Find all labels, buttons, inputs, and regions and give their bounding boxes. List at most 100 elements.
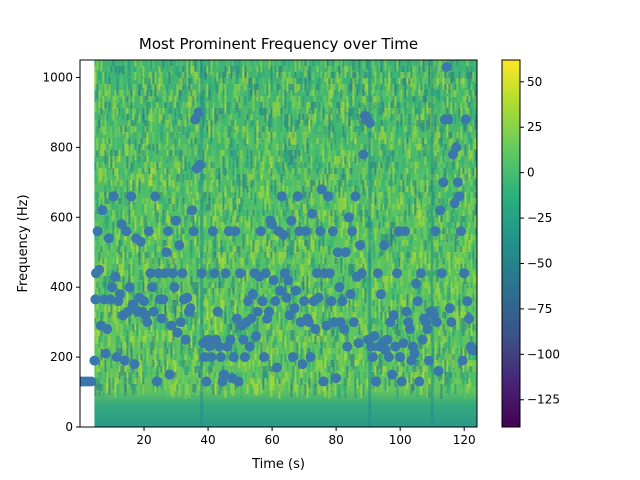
- y-axis-label: Frequency (Hz): [16, 194, 31, 292]
- data-point: [355, 240, 366, 251]
- data-point: [225, 334, 236, 345]
- data-point: [323, 191, 334, 202]
- data-point: [263, 306, 274, 317]
- data-point: [255, 226, 266, 237]
- data-point: [422, 324, 433, 335]
- data-point: [182, 292, 193, 303]
- data-point: [206, 352, 217, 363]
- data-point: [340, 247, 351, 258]
- data-point: [316, 184, 327, 195]
- data-point: [334, 282, 345, 293]
- data-point: [212, 306, 223, 317]
- data-point: [148, 306, 159, 317]
- data-point: [299, 296, 310, 307]
- data-point: [127, 299, 138, 310]
- data-point: [209, 268, 220, 279]
- data-point: [175, 317, 186, 328]
- data-point: [451, 142, 462, 153]
- data-point: [142, 317, 153, 328]
- data-point: [412, 296, 423, 307]
- data-point: [158, 294, 169, 305]
- data-point: [147, 282, 158, 293]
- data-point: [353, 338, 364, 349]
- data-point: [243, 296, 254, 307]
- data-point: [161, 247, 172, 258]
- colorbar-tick-label: −100: [527, 347, 560, 361]
- data-point: [235, 268, 246, 279]
- frequency-markers: [80, 61, 477, 387]
- data-point: [257, 296, 268, 307]
- data-point: [129, 359, 140, 370]
- data-point: [195, 159, 206, 170]
- data-point: [371, 376, 382, 387]
- data-point: [100, 348, 111, 359]
- data-point: [324, 268, 335, 279]
- data-point: [156, 313, 167, 324]
- data-point: [166, 320, 177, 331]
- data-point: [372, 268, 383, 279]
- data-point: [343, 212, 354, 223]
- y-tick-label: 400: [50, 280, 73, 294]
- plot-frame: [79, 59, 478, 428]
- data-point: [196, 268, 207, 279]
- x-tick-label: 60: [264, 433, 279, 447]
- chart-title: Most Prominent Frequency over Time: [139, 35, 418, 53]
- data-point: [231, 313, 242, 324]
- data-point: [281, 292, 292, 303]
- data-point: [411, 278, 422, 289]
- data-point: [201, 376, 212, 387]
- data-point: [417, 334, 428, 345]
- data-point: [207, 226, 218, 237]
- x-tick-label: 20: [136, 433, 151, 447]
- data-point: [159, 268, 170, 279]
- data-point: [187, 205, 198, 216]
- data-point: [292, 191, 303, 202]
- data-point: [364, 117, 375, 128]
- data-point: [313, 292, 324, 303]
- x-tick-label: 100: [389, 433, 412, 447]
- data-point: [414, 376, 425, 387]
- data-point: [121, 226, 132, 237]
- data-point: [215, 352, 226, 363]
- data-point: [86, 376, 97, 387]
- data-point: [303, 317, 314, 328]
- data-point: [300, 226, 311, 237]
- data-point: [270, 296, 281, 307]
- data-point: [291, 285, 302, 296]
- data-point: [238, 334, 249, 345]
- data-point: [180, 334, 191, 345]
- data-point: [311, 268, 322, 279]
- data-point: [459, 268, 470, 279]
- colorbar-tick-label: −50: [527, 256, 552, 270]
- data-point: [239, 352, 250, 363]
- data-point: [332, 247, 343, 258]
- data-point: [435, 205, 446, 216]
- data-point: [188, 226, 199, 237]
- data-point: [307, 208, 318, 219]
- data-point: [409, 348, 420, 359]
- data-point: [276, 191, 287, 202]
- colorbar-tick-label: 25: [527, 120, 542, 134]
- data-point: [399, 226, 410, 237]
- data-point: [108, 191, 119, 202]
- data-point: [139, 296, 150, 307]
- data-point: [443, 114, 454, 125]
- data-point: [275, 285, 286, 296]
- data-point: [369, 331, 380, 342]
- data-point: [145, 268, 156, 279]
- colorbar-tick-label: −25: [527, 211, 552, 225]
- data-point: [396, 376, 407, 387]
- data-point: [177, 268, 188, 279]
- data-point: [398, 338, 409, 349]
- data-point: [452, 177, 463, 188]
- x-axis-ticks: 20 40 60 80 100 120: [136, 427, 476, 447]
- data-point: [383, 352, 394, 363]
- data-point: [470, 345, 477, 356]
- data-point: [438, 177, 449, 188]
- data-point: [455, 226, 466, 237]
- data-point: [143, 226, 154, 237]
- data-point: [342, 341, 353, 352]
- data-point: [169, 282, 180, 293]
- data-point: [375, 289, 386, 300]
- data-point: [460, 114, 471, 125]
